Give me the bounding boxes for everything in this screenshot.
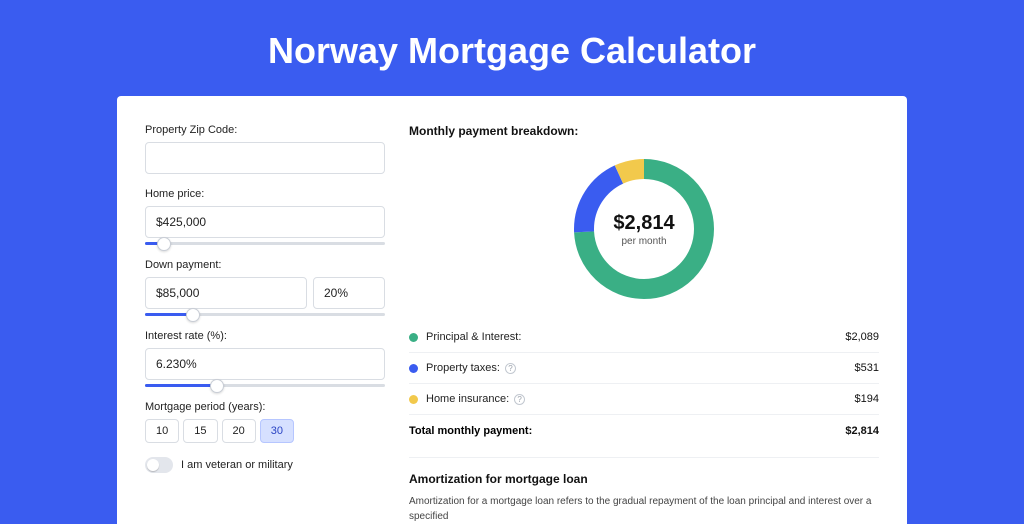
legend-dot [409, 395, 418, 404]
legend-dot [409, 333, 418, 342]
breakdown-row-0: Principal & Interest: $2,089 [409, 322, 879, 352]
interest-rate-field: Interest rate (%): [145, 330, 385, 387]
home-price-label: Home price: [145, 188, 385, 200]
breakdown-label: Principal & Interest: [426, 331, 521, 343]
info-icon[interactable]: ? [505, 363, 516, 374]
period-option-30[interactable]: 30 [260, 419, 294, 443]
down-payment-amount-input[interactable] [145, 277, 307, 309]
calculator-card: Property Zip Code: Home price: Down paym… [117, 96, 907, 524]
breakdown-value: $2,089 [845, 331, 879, 343]
total-label: Total monthly payment: [409, 425, 532, 437]
donut-sub: per month [621, 236, 666, 247]
breakdown-column: Monthly payment breakdown: $2,814 per mo… [409, 124, 879, 524]
zip-field: Property Zip Code: [145, 124, 385, 174]
page-title: Norway Mortgage Calculator [0, 30, 1024, 72]
legend-dot [409, 364, 418, 373]
veteran-row: I am veteran or military [145, 457, 385, 473]
interest-rate-input[interactable] [145, 348, 385, 380]
interest-rate-label: Interest rate (%): [145, 330, 385, 342]
breakdown-value: $531 [855, 362, 879, 374]
interest-rate-slider[interactable] [145, 384, 385, 387]
inputs-column: Property Zip Code: Home price: Down paym… [145, 124, 385, 524]
breakdown-row-1: Property taxes:? $531 [409, 352, 879, 383]
donut-amount: $2,814 [613, 212, 675, 234]
breakdown-row-2: Home insurance:? $194 [409, 383, 879, 414]
period-option-10[interactable]: 10 [145, 419, 179, 443]
veteran-label: I am veteran or military [181, 459, 293, 471]
zip-input[interactable] [145, 142, 385, 174]
home-price-slider[interactable] [145, 242, 385, 245]
total-value: $2,814 [845, 425, 879, 437]
breakdown-label: Home insurance: [426, 393, 509, 405]
period-option-20[interactable]: 20 [222, 419, 256, 443]
donut-chart: $2,814 per month [409, 146, 879, 322]
period-label: Mortgage period (years): [145, 401, 385, 413]
veteran-toggle[interactable] [145, 457, 173, 473]
period-field: Mortgage period (years): 10152030 [145, 401, 385, 443]
breakdown-value: $194 [855, 393, 879, 405]
breakdown-label: Property taxes: [426, 362, 500, 374]
home-price-input[interactable] [145, 206, 385, 238]
amortization-title: Amortization for mortgage loan [409, 472, 879, 486]
down-payment-label: Down payment: [145, 259, 385, 271]
amortization-section: Amortization for mortgage loan Amortizat… [409, 457, 879, 524]
amortization-text: Amortization for a mortgage loan refers … [409, 494, 879, 524]
down-payment-percent-input[interactable] [313, 277, 385, 309]
down-payment-field: Down payment: [145, 259, 385, 316]
info-icon[interactable]: ? [514, 394, 525, 405]
total-row: Total monthly payment: $2,814 [409, 414, 879, 447]
breakdown-title: Monthly payment breakdown: [409, 124, 879, 138]
period-option-15[interactable]: 15 [183, 419, 217, 443]
home-price-field: Home price: [145, 188, 385, 245]
toggle-knob [147, 459, 159, 471]
zip-label: Property Zip Code: [145, 124, 385, 136]
down-payment-slider[interactable] [145, 313, 385, 316]
